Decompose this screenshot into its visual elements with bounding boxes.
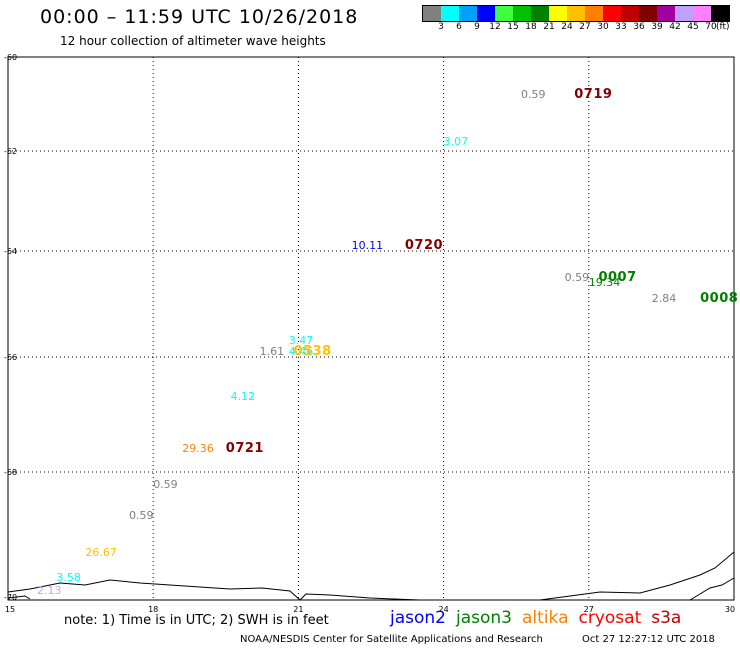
scale-swatch [495, 6, 513, 21]
wave-height-label: 26.67 [85, 546, 117, 560]
scale-swatch [585, 6, 603, 21]
wave-height-label: 29.36 [182, 442, 214, 455]
scale-label: 42 [669, 22, 681, 32]
wave-height-label: 3.58 [56, 571, 81, 585]
credit-text: NOAA/NESDIS Center for Satellite Applica… [240, 634, 543, 645]
latitude-label: -64 [4, 247, 18, 256]
coastline [7, 579, 421, 601]
legend-entry-altika: altika [522, 608, 569, 628]
scale-swatch [513, 6, 531, 21]
longitude-label: 27 [583, 605, 594, 614]
wave-height-label: 3.47 [288, 334, 314, 348]
scale-label: 15 [507, 22, 519, 32]
scale-swatch [549, 6, 567, 21]
wave-height-label: 0.59 [153, 477, 178, 491]
wave-height-label: 0.59 [564, 270, 590, 284]
wave-height-label: 3.07 [443, 134, 469, 148]
scale-label: 30 [597, 22, 609, 32]
legend-entry-jason3: jason3 [456, 608, 512, 628]
wave-height-label: 4.12 [230, 390, 256, 404]
wave-height-label: 0.59 [129, 508, 154, 522]
legend-entry-cryosat: cryosat [578, 608, 642, 628]
legend-entry-jason2: jason2 [390, 608, 446, 628]
map-frame [7, 56, 735, 601]
latitude-label: -66 [4, 353, 18, 362]
wave-height-label: 4.46 [288, 344, 314, 358]
color-scale-unit: (ft) [716, 22, 730, 32]
scale-label: 24 [561, 22, 573, 32]
longitude-label: 21 [293, 605, 304, 614]
longitude-label: 24 [438, 605, 449, 614]
pass-time-label: 0538 [293, 343, 332, 359]
scale-swatch [639, 6, 657, 21]
scale-swatch [531, 6, 549, 21]
scale-label: 33 [615, 22, 627, 32]
wave-height-label: 2.13 [37, 583, 62, 597]
longitude-label: 15 [4, 605, 16, 614]
scale-label: 27 [579, 22, 591, 32]
wave-height-label: 10.11 [351, 239, 384, 252]
scale-swatch [693, 6, 711, 21]
latitude-label: -70 [4, 593, 18, 602]
scale-label: 9 [474, 22, 480, 32]
scale-label: 18 [525, 22, 537, 32]
pass-time-label: 0719 [574, 86, 613, 102]
timestamp-text: Oct 27 12:27:12 UTC 2018 [582, 634, 715, 645]
coastline [7, 595, 31, 600]
wave-height-label: 1.61 [259, 344, 285, 358]
scale-label: 6 [456, 22, 462, 32]
scale-swatch [441, 6, 459, 21]
pass-time-label: 0721 [225, 441, 264, 456]
latitude-label: -62 [4, 147, 18, 156]
wave-height-label: 19.34 [588, 275, 621, 289]
pass-time-label: 0008 [700, 290, 739, 306]
scale-label: 36 [633, 22, 645, 32]
longitude-label: 18 [148, 605, 159, 614]
scale-label: 21 [543, 22, 555, 32]
wave-height-label: 2.84 [651, 291, 677, 305]
legend-entry-s3a: s3a [651, 608, 682, 628]
satellite-legend: jason2 jason3 altika cryosat s3a [390, 608, 691, 628]
footer-note: note: 1) Time is in UTC; 2) SWH is in fe… [64, 613, 329, 628]
scale-swatch [459, 6, 477, 21]
wave-height-label: 0.59 [521, 87, 546, 101]
latitude-label: -60 [4, 53, 18, 62]
pass-time-label: 0007 [598, 269, 637, 285]
color-scale [422, 5, 730, 22]
scale-swatch [657, 6, 675, 21]
scale-label: 45 [687, 22, 699, 32]
coastline [689, 577, 735, 601]
scale-label: 3 [438, 22, 444, 32]
coastline [539, 551, 735, 601]
scale-label: 39 [651, 22, 663, 32]
chart-subtitle: 12 hour collection of altimeter wave hei… [60, 34, 326, 48]
scale-swatch [567, 6, 585, 21]
scale-swatch [477, 6, 495, 21]
scale-label: 70 [705, 22, 717, 32]
longitude-label: 30 [724, 605, 736, 614]
pass-time-label: 0720 [404, 238, 444, 253]
chart-title: 00:00 – 11:59 UTC 10/26/2018 [40, 6, 359, 28]
scale-swatch [423, 6, 441, 21]
latitude-label: -68 [4, 468, 18, 477]
scale-swatch [675, 6, 693, 21]
scale-swatch [711, 6, 729, 21]
scale-swatch [621, 6, 639, 21]
scale-label: 12 [489, 22, 501, 32]
scale-swatch [603, 6, 621, 21]
